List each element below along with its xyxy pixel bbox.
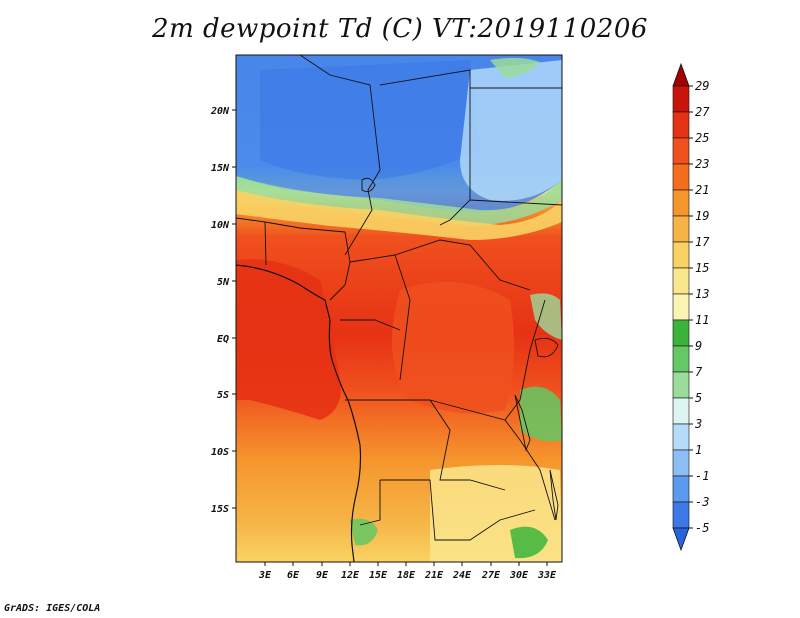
lat-label-15n: 15N	[211, 163, 230, 174]
lat-label-20n: 20N	[210, 106, 230, 117]
lat-label-5s: 5S	[217, 390, 229, 401]
lake-tanganyika	[514, 394, 531, 452]
lon-label-15e: 15E	[369, 570, 388, 581]
colorbar-label: 27	[695, 105, 710, 119]
footer-credit: GrADS: IGES/COLA	[4, 603, 101, 614]
colorbar-top-arrow	[672, 62, 690, 87]
lat-label-15s: 15S	[211, 504, 229, 515]
dry-air-core	[260, 60, 480, 180]
latitude-axis: 20N 15N 10N 5N EQ 5S 10S 15S	[210, 106, 236, 515]
colorbar-label: 19	[695, 209, 709, 223]
lon-label-9e: 9E	[316, 570, 329, 581]
colorbar-swatch	[672, 319, 690, 347]
colorbar-swatch	[672, 501, 690, 529]
colorbar-label: 17	[695, 235, 710, 249]
lake-chad	[361, 177, 376, 193]
colorbar-label: 7	[695, 365, 703, 379]
colorbar-label: 5	[695, 391, 702, 405]
colorbar-swatch	[672, 189, 690, 217]
lat-label-5n: 5N	[217, 277, 230, 288]
colorbar-label: 9	[695, 339, 702, 353]
lon-label-6e: 6E	[287, 570, 300, 581]
colorbar-label: 21	[695, 183, 709, 197]
colorbar-label: 1	[695, 443, 702, 457]
colorbar-label: 23	[695, 157, 709, 171]
south-green-patch	[510, 526, 548, 559]
northeast-light-region	[460, 60, 562, 201]
east-green-patch	[520, 386, 562, 442]
colorbar-label: -5	[695, 521, 709, 535]
colorbar-swatch	[672, 449, 690, 477]
lat-label-10s: 10S	[211, 447, 229, 458]
colorbar-swatch	[672, 397, 690, 425]
lat-label-10n: 10N	[211, 220, 230, 231]
northeast-green-patch	[490, 57, 540, 78]
colorbar-label: 3	[694, 417, 702, 431]
humid-core-congo	[392, 282, 514, 414]
lon-label-18e: 18E	[397, 570, 416, 581]
lake-victoria	[534, 337, 559, 358]
colorbar-bottom-arrow	[672, 527, 690, 552]
transition-band-inner	[236, 190, 562, 240]
lat-label-eq: EQ	[217, 334, 229, 345]
colorbar-swatch	[672, 267, 690, 295]
lon-label-3e: 3E	[258, 570, 272, 581]
colorbar: 29 27 25 23 21 19 17 15 13 11 9 7 5 3 1 -1 -3 -5	[672, 62, 710, 552]
chart-title: 2m dewpoint Td (C) VT:2019110206	[152, 14, 648, 44]
colorbar-swatch	[672, 163, 690, 191]
lon-label-27e: 27E	[481, 570, 501, 581]
colorbar-label: 29	[695, 79, 709, 93]
lake-malawi	[549, 469, 559, 521]
lon-label-21e: 21E	[424, 570, 444, 581]
colorbar-label: -3	[695, 495, 709, 509]
colorbar-swatch	[672, 423, 690, 451]
colorbar-swatch	[672, 137, 690, 165]
lon-label-24e: 24E	[452, 570, 472, 581]
map-frame	[235, 54, 563, 563]
country-borders	[236, 55, 562, 541]
colorbar-swatch	[672, 215, 690, 243]
colorbar-label: 15	[695, 261, 709, 275]
east-green-patch-north	[530, 293, 562, 340]
map-plot-area	[236, 55, 562, 562]
colorbar-swatch	[672, 293, 690, 321]
colorbar-label: -1	[695, 469, 709, 483]
southwest-green-patch	[350, 518, 378, 546]
lon-label-33e: 33E	[537, 570, 557, 581]
transition-band	[236, 176, 562, 226]
colorbar-label: 25	[695, 131, 709, 145]
longitude-axis: 3E 6E 9E 12E 15E 18E 21E 24E 27E 30E 33E	[258, 562, 557, 581]
colorbar-label: 11	[695, 313, 709, 327]
colorbar-swatch	[672, 111, 690, 139]
colorbar-swatch	[672, 475, 690, 503]
lon-label-30e: 30E	[509, 570, 529, 581]
lon-label-12e: 12E	[341, 570, 360, 581]
coastline	[236, 264, 362, 562]
colorbar-label: 13	[695, 287, 709, 301]
colorbar-swatch	[672, 371, 690, 399]
colorbar-swatch	[672, 241, 690, 269]
humid-core-west	[236, 259, 341, 420]
colorbar-swatch	[672, 85, 690, 113]
colorbar-swatch	[672, 345, 690, 373]
